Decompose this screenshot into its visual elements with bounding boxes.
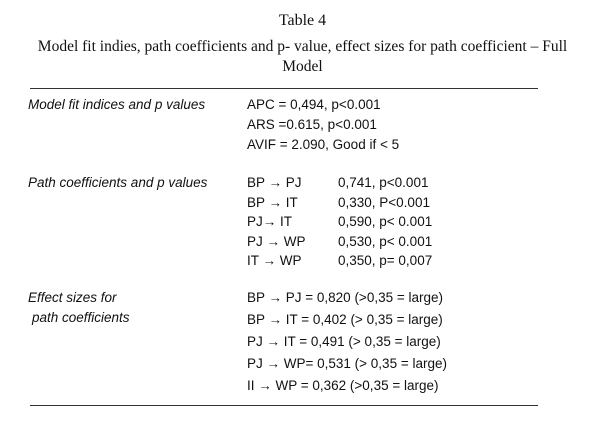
row-label: path coefficients xyxy=(32,310,130,325)
value-cell: 0,530, p< 0.001 xyxy=(338,233,433,249)
cell: PJ → WP= 0,531 (> 0,35 = large) xyxy=(247,356,447,371)
bottom-rule xyxy=(30,405,538,406)
path-cell: PJ → WP xyxy=(247,233,306,249)
path-cell: IT → WP xyxy=(247,253,302,268)
path-cell: PJ→ IT xyxy=(247,214,293,229)
row-label: Path coefficients and p values xyxy=(28,175,208,190)
value-cell: 0,590, p< 0.001 xyxy=(338,214,433,229)
cell: ARS =0.615, p<0.001 xyxy=(247,117,377,132)
cell: II → WP = 0,362 (>0,35 = large) xyxy=(247,378,439,393)
cell: APC = 0,494, p<0.001 xyxy=(247,97,381,112)
cell: BP → PJ = 0,820 (>0,35 = large) xyxy=(247,290,443,305)
table-title: Table 4 xyxy=(278,12,327,29)
cell: PJ → IT = 0,491 (> 0,35 = large) xyxy=(247,334,441,349)
value-cell: 0,741, p<0.001 xyxy=(338,175,429,190)
row-label: Model fit indices and p values xyxy=(28,97,206,112)
value-cell: 0,350, p= 0,007 xyxy=(338,253,433,268)
cell: BP → IT = 0,402 (> 0,35 = large) xyxy=(247,312,443,327)
table-caption: Model fit indies, path coefficients and … xyxy=(37,38,568,75)
cell: AVIF = 2.090, Good if < 5 xyxy=(247,137,400,152)
path-cell: BP → PJ xyxy=(247,175,302,190)
path-cell: BP → IT xyxy=(247,194,298,210)
row-label: Effect sizes for xyxy=(28,290,117,305)
value-cell: 0,330, P<0.001 xyxy=(338,194,430,210)
top-rule xyxy=(30,88,538,89)
